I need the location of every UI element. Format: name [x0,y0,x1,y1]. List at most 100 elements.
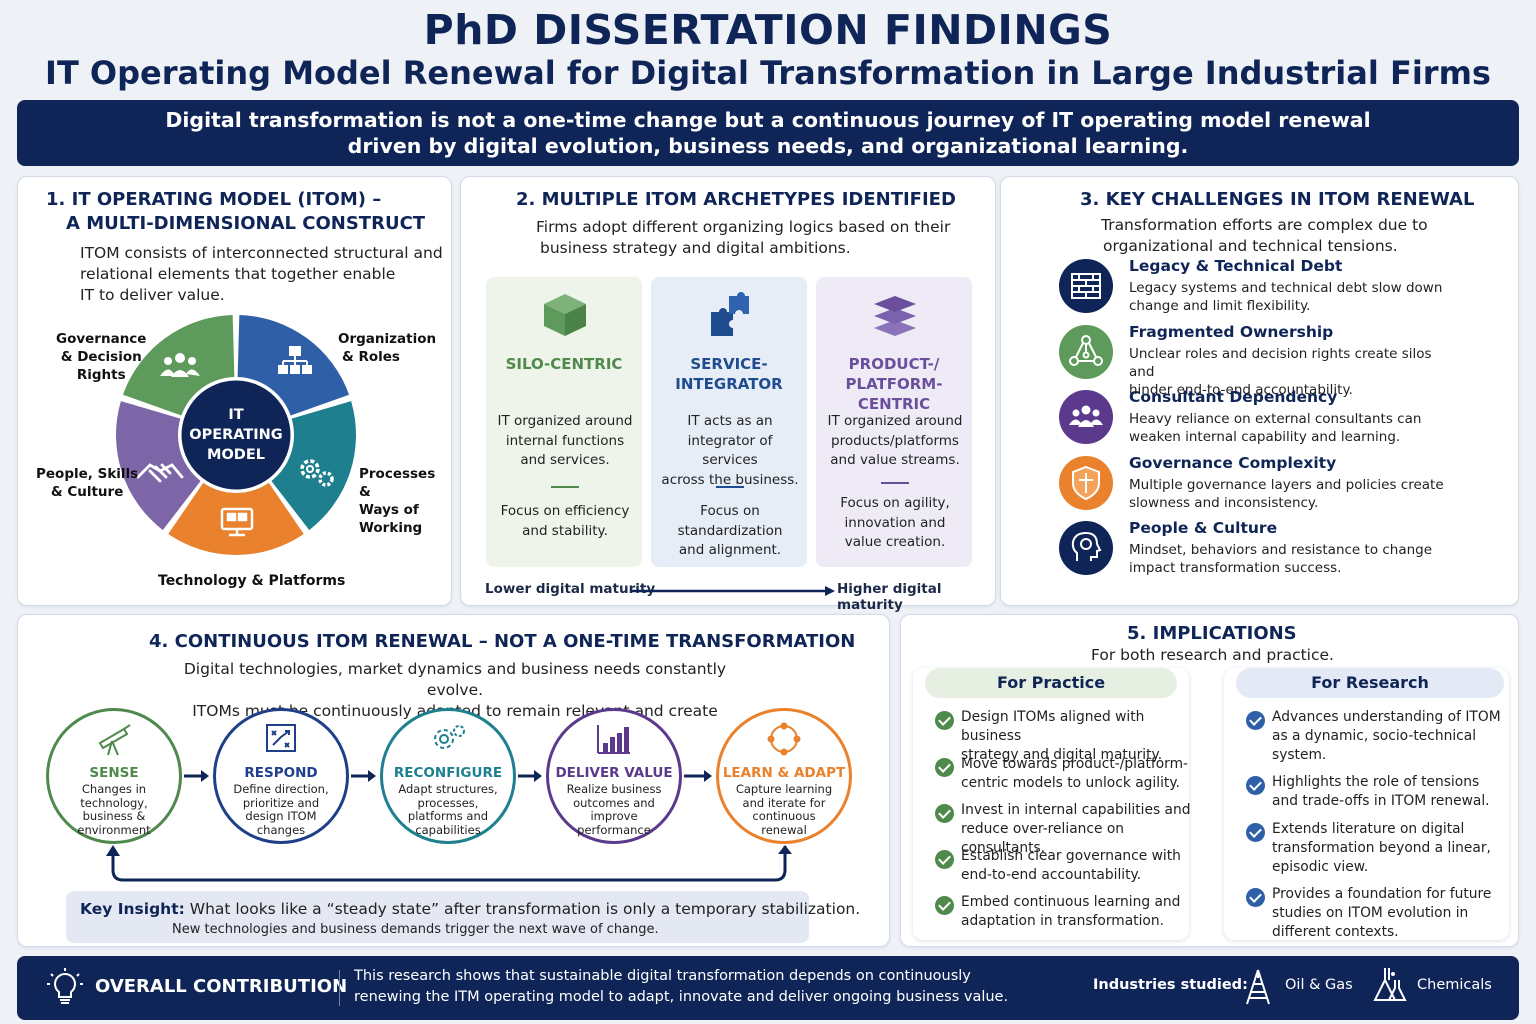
implication-item: Provides a foundation for future studies … [1272,885,1508,942]
insight-sub: New technologies and business demands tr… [172,922,659,937]
puzzle-icon [711,292,749,336]
step-description: Define direction, prioritize and design IT… [226,782,336,837]
insight-text: What looks like a “steady state” after t… [189,900,861,918]
panel2-text-line1: Firms adopt different organizing logics … [536,218,951,236]
challenge-title: Fragmented Ownership [1129,322,1334,341]
implication-line: Provides a foundation for future [1272,886,1492,902]
step-desc-line: capabilities [415,822,481,837]
step-desc-line: performance [577,822,651,837]
step-desc-line: changes [256,822,306,837]
key-message-banner: Digital transformation is not a one-time… [17,100,1519,166]
archetype-title-line2: PLATFORM-CENTRIC [845,375,943,413]
challenge-desc-line2: weaken internal capability and learning. [1129,429,1401,445]
step-desc-line: technology, [80,795,148,810]
renewal-step-reconfigure: RECONFIGURE Adapt structures, processes, pl… [380,708,516,844]
archetype-title-line1: PRODUCT-/ [848,355,940,373]
archetype-title: PRODUCT-/ PLATFORM-CENTRIC [817,354,971,414]
contribution-label: OVERALL CONTRIBUTION [95,976,348,997]
challenge-desc-line2: hinder end-to-end accountability. [1129,381,1353,398]
check-icon [1246,888,1265,907]
archetype-title-line1: SERVICE- [690,355,768,373]
contribution-text: This research shows that sustainable dig… [354,966,1034,1008]
implication-item: Move towards product-/platform-centric m… [961,755,1197,793]
implication-line: Establish clear governance with [961,848,1181,864]
panel2-text: Firms adopt different organizing logics … [536,217,950,259]
research-column: For Research Advances understanding of I… [1224,668,1509,940]
implication-line: studies on ITOM evolution in [1272,905,1469,921]
archetype-card: PRODUCT-/ PLATFORM-CENTRIC IT organized ar… [816,277,972,567]
check-icon [935,711,954,730]
bar-chart-icon [597,725,630,754]
implication-line: Invest in internal capabilities and [961,802,1191,818]
implication-line: Extends literature on digital [1272,821,1465,837]
implication-line: adaptation in transformation. [961,913,1164,929]
challenge-icon-badge [1059,390,1113,444]
insight-label: Key Insight: [80,900,185,918]
panel5-title: 5. IMPLICATIONS [1127,623,1297,644]
implication-line: episodic view. [1272,859,1369,875]
step-desc-line: business & [82,809,146,823]
implication-line: Highlights the role of tensions [1272,774,1480,790]
step-description: Realize business outcomes and improve perfo… [559,782,669,837]
implication-item: Extends literature on digital transformat… [1272,820,1508,877]
challenge-title: Consultant Dependency [1129,388,1338,406]
network-icon [1069,334,1103,366]
challenge-desc-line1: Heavy reliance on external consultants c… [1129,411,1422,427]
people-line1: People, Skills [36,466,139,482]
panel1-title-line2: A MULTI-DIMENSIONAL CONSTRUCT [66,213,426,234]
step-desc-line: and iterate for [742,795,826,810]
label-people: People, Skills & Culture [36,465,138,501]
check-icon [935,804,954,823]
challenge-desc-line1: Unclear roles and decision rights create… [1129,345,1432,380]
maturity-arrow [631,586,835,596]
challenge-description: Unclear roles and decision rights create… [1129,345,1459,399]
archetype-desc-line: and value streams. [830,452,960,468]
archetype-separator [551,486,579,488]
panel3-text: Transformation efforts are complex due t… [1101,215,1428,257]
step-arrowhead [201,770,209,782]
implication-line: reduce over-reliance on consultants. [961,821,1125,856]
challenge-icon-badge [1059,455,1113,510]
page-subtitle: IT Operating Model Renewal for Digital T… [45,54,1491,92]
label-organization: Organization & Roles [338,330,436,366]
step-desc-line: environment [77,822,151,837]
challenge-description: Heavy reliance on external consultants c… [1129,410,1459,446]
step-desc-line: outcomes and [573,795,655,810]
step-description: Adapt structures, processes, platforms and… [393,782,503,837]
handshake-icon [136,463,184,483]
step-desc-line: design ITOM [245,809,317,823]
panel5-subtitle: For both research and practice. [1091,646,1334,664]
check-icon [1246,776,1265,795]
research-header: For Research [1236,668,1504,698]
archetype-desc-line: products/platforms [831,432,959,449]
archetype-description: IT acts as an integrator of services acros… [658,412,802,490]
archetype-focus-line: innovation and [844,514,946,531]
challenge-icon-badge [1059,521,1113,575]
check-icon [1246,823,1265,842]
gears-icon [300,459,334,487]
governance-line3: Rights [76,367,126,383]
archetype-title: SERVICE- INTEGRATOR [652,354,806,394]
renewal-step-sense: SENSE Changes in technology, business & envi… [46,708,182,844]
contribution-line2: renewing the ITM operating model to adap… [354,989,1009,1005]
check-icon [935,896,954,915]
implication-line: end-to-end accountability. [961,867,1142,883]
governance-line2: & Decision [60,349,142,365]
layers-icon [874,296,916,336]
insight-line: Key Insight: What looks like a “steady s… [80,900,860,918]
check-icon [935,850,954,869]
archetype-desc-line: IT acts as an [687,413,773,429]
cube-icon [544,294,586,336]
step-desc-line: continuous [752,809,816,823]
industry-chemicals: Chemicals [1417,977,1492,993]
banner-line-1: Digital transformation is not a one-time… [165,108,1371,132]
panel4-title: 4. CONTINUOUS ITOM RENEWAL – NOT A ONE-T… [149,631,856,652]
challenge-title: Governance Complexity [1129,453,1337,472]
implication-line: centric models to unlock agility. [961,775,1180,791]
panel-challenges: 3. KEY CHALLENGES IN ITOM RENEWAL Transf… [1000,176,1519,606]
panel3-title: 3. KEY CHALLENGES IN ITOM RENEWAL [1080,189,1475,210]
panel-itom-construct: 1. IT OPERATING MODEL (ITOM) – A MULTI-D… [17,176,452,606]
archetype-focus: Focus on agility, innovation and value cre… [823,494,967,553]
implication-line: Embed continuous learning and [961,894,1181,910]
wheel-center-label: IT OPERATING MODEL [180,405,292,465]
